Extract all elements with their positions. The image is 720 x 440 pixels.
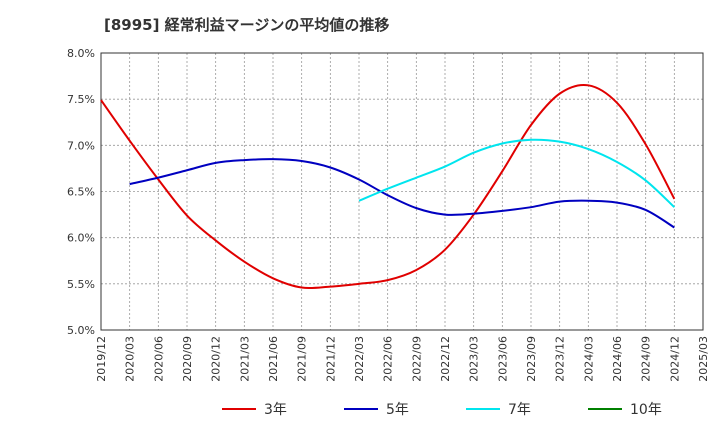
legend-label: 10年 (630, 402, 662, 418)
x-tick-label: 2020/12 (210, 336, 223, 382)
x-tick-label: 2021/09 (296, 336, 309, 382)
y-tick-label: 5.5% (67, 278, 95, 291)
x-tick-label: 2023/03 (468, 336, 481, 382)
x-tick-label: 2025/03 (697, 336, 710, 382)
x-tick-label: 2020/03 (124, 336, 137, 382)
x-tick-label: 2023/06 (496, 336, 509, 382)
y-tick-label: 8.0% (67, 47, 95, 60)
legend: 3年 5年 7年 10年 (222, 402, 662, 418)
plot-area-frame (100, 52, 704, 331)
series-line-5年 (129, 158, 675, 229)
x-tick-label: 2023/12 (554, 336, 567, 382)
y-axis-tick-labels: 5.0% 5.5% 6.0% 6.5% 7.0% 7.5% 8.0% (67, 47, 95, 337)
x-axis-tick-labels: 2019/12 2020/03 2020/06 2020/09 2020/12 2021/… (95, 336, 710, 382)
y-tick-label: 7.0% (67, 139, 95, 152)
series-line-7年 (358, 138, 676, 208)
y-tick-label: 6.0% (67, 232, 95, 245)
legend-label: 5年 (386, 402, 409, 418)
chart-title: [8995] 経常利益マージンの平均値の推移 (104, 16, 390, 34)
grid-lines (101, 53, 703, 330)
x-tick-label: 2023/09 (525, 336, 538, 382)
x-tick-label: 2024/03 (582, 336, 595, 382)
series-layer (100, 83, 676, 290)
x-tick-label: 2020/09 (181, 336, 194, 382)
legend-label: 7年 (508, 402, 531, 418)
x-tick-label: 2024/06 (611, 336, 624, 382)
x-tick-label: 2022/09 (410, 336, 423, 382)
y-tick-label: 5.0% (67, 324, 95, 337)
y-tick-label: 7.5% (67, 93, 95, 106)
series-line-3年 (100, 83, 676, 290)
x-tick-label: 2022/03 (353, 336, 366, 382)
x-tick-label: 2020/06 (152, 336, 165, 382)
x-tick-label: 2019/12 (95, 336, 108, 382)
x-tick-label: 2024/09 (640, 336, 653, 382)
x-tick-label: 2022/12 (439, 336, 452, 382)
x-tick-label: 2021/03 (238, 336, 251, 382)
x-tick-label: 2022/06 (382, 336, 395, 382)
y-tick-label: 6.5% (67, 186, 95, 199)
x-tick-label: 2021/12 (324, 336, 337, 382)
x-tick-label: 2024/12 (668, 336, 681, 382)
x-tick-label: 2021/06 (267, 336, 280, 382)
legend-label: 3年 (264, 402, 287, 418)
